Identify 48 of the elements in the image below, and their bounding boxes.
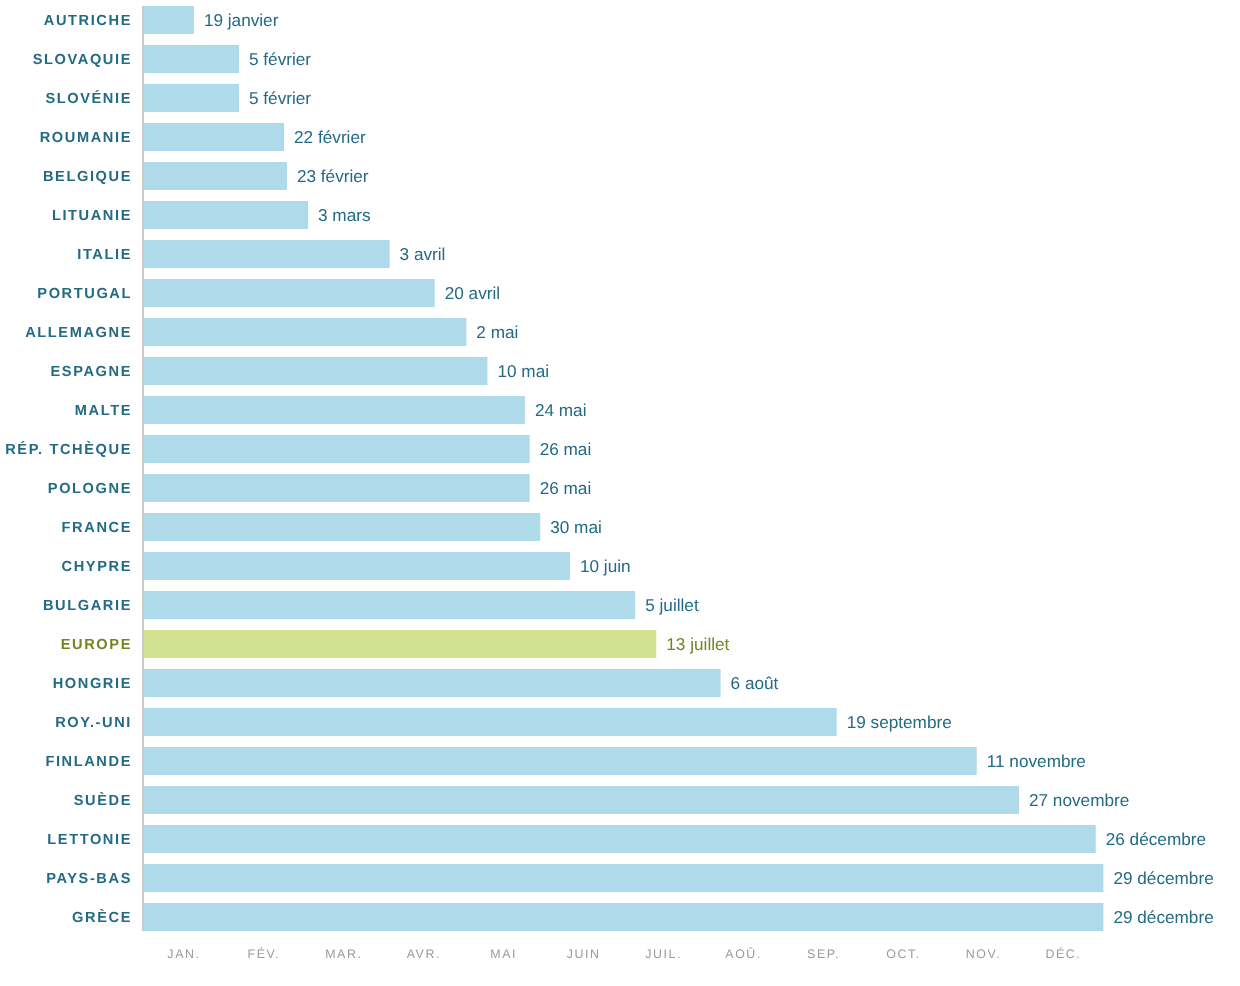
annotation: 20 avril: [444, 283, 501, 304]
annotation: 3 mars: [318, 205, 371, 226]
bar: [144, 551, 570, 581]
annotation: 22 février: [294, 127, 366, 148]
bar: [144, 902, 1104, 932]
annotation: 27 novembre: [1028, 790, 1130, 811]
bar: [144, 395, 525, 425]
annotation: 29 décembre: [1113, 907, 1215, 928]
bar: [144, 824, 1096, 854]
annotation: 19 janvier: [203, 10, 279, 31]
annotation: 5 juillet: [645, 595, 700, 616]
annotation: 29 décembre: [1113, 868, 1215, 889]
annotation: 10 juin: [579, 556, 632, 577]
bar: [144, 434, 530, 464]
bar: [144, 668, 721, 698]
bar: [144, 83, 239, 113]
annotation: 19 septembre: [846, 712, 953, 733]
annotation: 11 novembre: [986, 751, 1087, 772]
bar: [144, 239, 390, 269]
bar: [144, 200, 309, 230]
annotation: 26 décembre: [1105, 829, 1207, 850]
bar: [144, 746, 977, 776]
annotation: 6 août: [730, 673, 780, 694]
bar: [144, 161, 287, 191]
bar: [144, 707, 837, 737]
bar: [144, 629, 657, 659]
annotation: 5 février: [248, 88, 312, 109]
annotation: 23 février: [296, 166, 369, 187]
bar: [144, 122, 285, 152]
annotation: 5 février: [248, 49, 312, 70]
bar: [144, 785, 1019, 815]
bar: [144, 44, 239, 74]
bar: [144, 317, 467, 347]
annotation: 10 mai: [497, 361, 550, 382]
bar: [144, 473, 530, 503]
annotation: 24 mai: [534, 400, 587, 421]
bar: [144, 5, 194, 35]
bar: [144, 278, 435, 308]
annotation: 2 mai: [476, 322, 519, 343]
annotation: 30 mai: [550, 517, 602, 538]
annotation: 3 avril: [399, 244, 446, 265]
annotation: 13 juillet: [666, 634, 731, 655]
bar: [144, 863, 1104, 893]
annotation: 26 mai: [539, 439, 592, 460]
bar: [144, 590, 636, 620]
bar: [144, 356, 488, 386]
bar: [144, 512, 541, 542]
annotation: 26 mai: [539, 478, 592, 499]
